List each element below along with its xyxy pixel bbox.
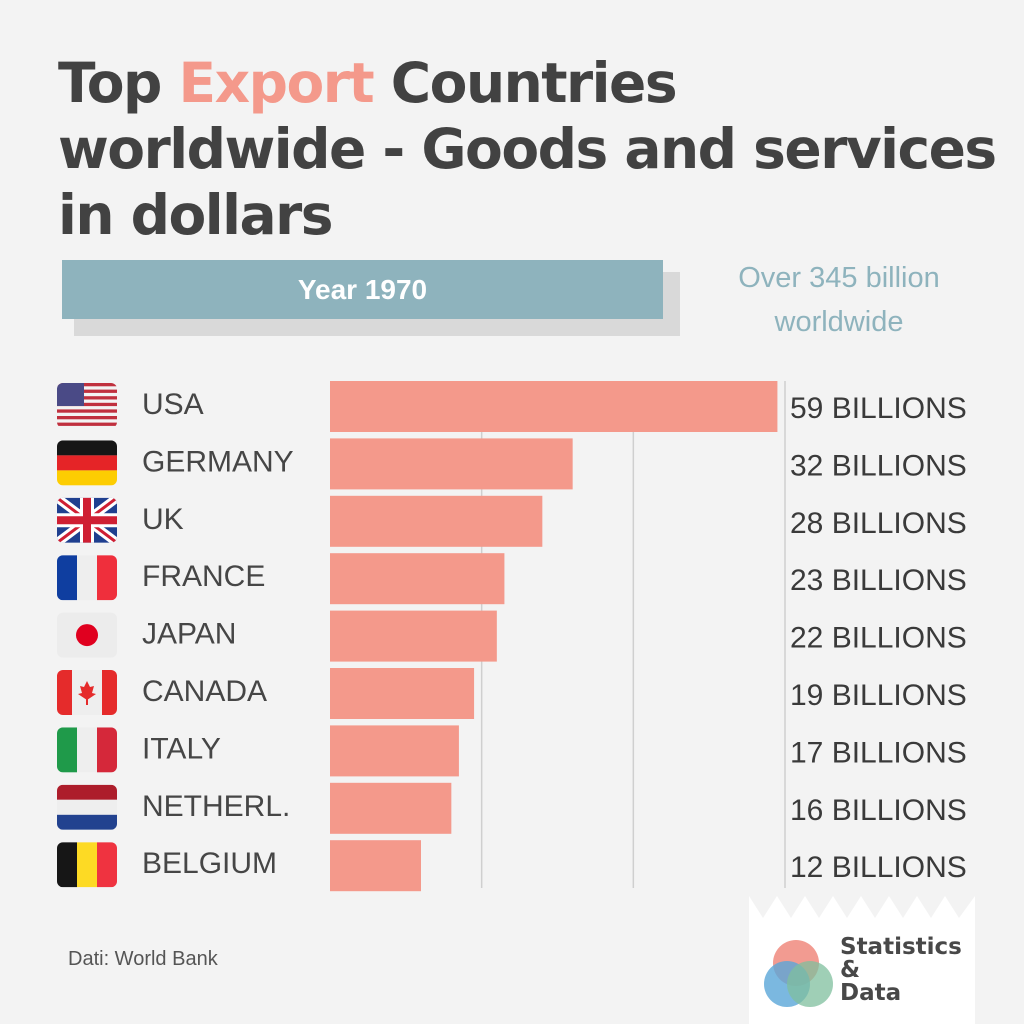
data-label: 59 BILLIONS [790, 392, 967, 425]
data-label: 23 BILLIONS [790, 564, 967, 597]
total-line-1: Over 345 billion [738, 262, 940, 294]
category-label: GERMANY [142, 445, 294, 478]
logo-line-1: Statistics [840, 934, 962, 960]
bar-belgium [330, 840, 421, 892]
data-label: 22 BILLIONS [790, 622, 967, 655]
logo-line-2: & [840, 957, 861, 983]
logo-line-3: Data [840, 980, 902, 1006]
belgium-flag-icon [57, 842, 117, 888]
data-label: 32 BILLIONS [790, 449, 967, 482]
bar-japan [330, 610, 497, 662]
category-label: FRANCE [142, 560, 265, 593]
chart-title: Top Export Countries worldwide - Goods a… [58, 50, 997, 248]
title-line-2: worldwide - Goods and services [58, 117, 997, 181]
source-note: Dati: World Bank [68, 948, 218, 970]
us-flag-icon [57, 383, 117, 426]
category-label: NETHERL. [142, 790, 290, 823]
data-label: 12 BILLIONS [790, 851, 967, 884]
title-text: Countries [373, 51, 678, 115]
total-note: Over 345 billion worldwide [700, 256, 978, 344]
category-label: USA [142, 388, 204, 421]
uk-flag-icon [57, 497, 117, 543]
title-text: Top [58, 51, 179, 115]
netherlands-flag-icon [57, 784, 117, 830]
logo-background [749, 896, 975, 1024]
logo-venn-icon [764, 940, 833, 1007]
title-accent: Export [178, 51, 375, 115]
canada-flag-icon [57, 670, 117, 715]
bar-netherl [330, 782, 452, 834]
bar-uk [330, 495, 543, 547]
title-line-3: in dollars [58, 183, 333, 247]
data-label: 28 BILLIONS [790, 507, 967, 540]
germany-flag-icon [57, 440, 117, 486]
category-label: UK [142, 503, 184, 536]
total-line-2: worldwide [774, 306, 904, 338]
bar-canada [330, 668, 475, 719]
bar-italy [330, 725, 459, 777]
france-flag-icon [57, 555, 117, 601]
bar-germany [330, 438, 573, 490]
data-label: 16 BILLIONS [790, 794, 967, 827]
category-label: BELGIUM [142, 847, 277, 880]
category-label: ITALY [142, 732, 221, 765]
data-label: 17 BILLIONS [790, 736, 967, 769]
bar-usa [330, 381, 778, 432]
logo-text: Statistics & Data [840, 936, 962, 1005]
category-label: CANADA [142, 675, 267, 708]
category-label: JAPAN [142, 618, 236, 651]
year-label: Year 1970 [62, 260, 663, 319]
italy-flag-icon [57, 727, 117, 773]
japan-flag-icon [57, 612, 117, 658]
data-label: 19 BILLIONS [790, 679, 967, 712]
bar-france [330, 553, 505, 605]
